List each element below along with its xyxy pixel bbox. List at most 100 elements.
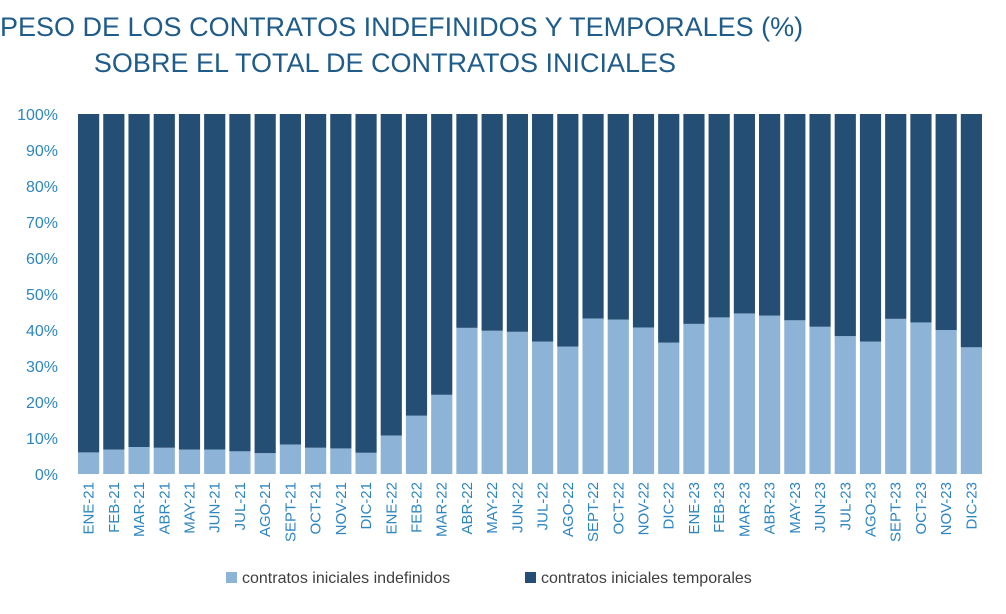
bar-indefinidos [380,435,402,474]
x-tick-label: DIC-23 [963,482,980,530]
x-tick-label: MAY-23 [787,482,804,534]
bar-indefinidos [405,415,428,474]
bar-temporales [708,114,730,318]
bar-indefinidos [254,453,276,474]
x-tick-label: OCT-22 [610,482,627,535]
bar-indefinidos [632,327,655,474]
bar-indefinidos [456,327,478,474]
x-tick-label: ENE-23 [686,482,703,535]
bar-indefinidos [178,449,201,474]
bar-indefinidos [153,447,175,474]
bar-temporales [960,114,982,348]
x-tick-label: AGO-23 [863,482,880,537]
bar-temporales [885,114,907,319]
bar-indefinidos [229,451,251,474]
y-tick-label: 30% [26,359,58,376]
bar-temporales [456,114,478,328]
x-tick-label: JUN-22 [509,482,526,533]
y-tick-label: 50% [26,287,58,304]
x-tick-label: MAR-23 [736,482,753,537]
y-tick-label: 100% [17,107,58,124]
x-tick-label: JUN-21 [207,482,224,533]
bar-temporales [658,114,680,343]
x-tick-label: MAR-21 [131,482,148,537]
bar-indefinidos [128,447,150,474]
bar-indefinidos [733,313,755,474]
bar-temporales [557,114,579,347]
bar-indefinidos [78,452,100,474]
x-tick-label: FEB-23 [711,482,728,533]
bar-temporales [204,114,226,450]
x-tick-label: DIC-21 [358,482,375,530]
bar-temporales [380,114,402,436]
bar-indefinidos [506,331,528,474]
bar-temporales [178,114,201,450]
bar-temporales [305,114,327,448]
bar-indefinidos [481,330,503,474]
y-tick-label: 10% [26,431,58,448]
bar-temporales [607,114,629,320]
bar-indefinidos [305,447,327,474]
x-tick-label: OCT-21 [308,482,325,535]
bar-temporales [355,114,377,453]
bar-temporales [834,114,856,337]
y-tick-label: 60% [26,251,58,268]
bar-temporales [78,114,100,453]
bar-temporales [229,114,251,452]
bar-indefinidos [910,322,932,474]
bar-temporales [279,114,301,445]
bar-indefinidos [658,342,680,474]
bar-temporales [733,114,755,314]
chart-title-line-2: SOBRE EL TOTAL DE CONTRATOS INICIALES [93,48,677,78]
bar-indefinidos [759,315,781,474]
bar-temporales [330,114,352,449]
x-tick-label: JUN-23 [812,482,829,533]
x-tick-label: ENE-22 [383,482,400,535]
bar-indefinidos [103,449,125,474]
x-tick-label: MAY-22 [484,482,501,534]
bar-temporales [935,114,957,330]
bar-indefinidos [935,330,957,474]
bar-indefinidos [557,346,579,474]
bar-temporales [809,114,831,327]
bar-indefinidos [355,452,377,474]
bar-indefinidos [279,444,301,474]
bar-indefinidos [204,449,226,474]
x-tick-label: JUL-23 [837,482,854,530]
y-tick-label: 0% [35,467,58,484]
bar-temporales [859,114,882,342]
x-tick-label: SEPT-22 [585,482,602,542]
x-tick-label: ABR-21 [156,482,173,535]
legend-item-indefinidos: contratos iniciales indefinidos [242,570,450,587]
y-tick-label: 80% [26,179,58,196]
x-tick-label: DIC-22 [661,482,678,530]
bar-temporales [759,114,781,316]
bar-temporales [128,114,150,447]
bar-indefinidos [582,318,604,474]
x-tick-label: NOV-23 [938,482,955,535]
x-tick-label: NOV-21 [333,482,350,535]
legend-swatch [226,572,237,583]
bar-temporales [506,114,528,332]
bar-indefinidos [330,448,352,474]
bar-temporales [481,114,503,331]
x-tick-label: JUL-21 [232,482,249,530]
x-tick-label: FEB-22 [409,482,426,533]
legend-item-temporales: contratos iniciales temporales [541,570,752,587]
bar-indefinidos [683,323,705,474]
y-tick-label: 40% [26,323,58,340]
bar-indefinidos [784,320,806,474]
bar-indefinidos [431,394,453,474]
y-tick-label: 70% [26,215,58,232]
bar-indefinidos [532,341,554,474]
bar-temporales [532,114,554,342]
bar-temporales [910,114,932,323]
bar-indefinidos [809,326,831,474]
x-tick-label: MAR-22 [434,482,451,537]
bar-indefinidos [960,347,982,474]
x-tick-label: ABR-22 [459,482,476,535]
bar-temporales [254,114,276,454]
x-tick-label: AGO-22 [560,482,577,537]
x-tick-label: ABR-23 [762,482,779,535]
